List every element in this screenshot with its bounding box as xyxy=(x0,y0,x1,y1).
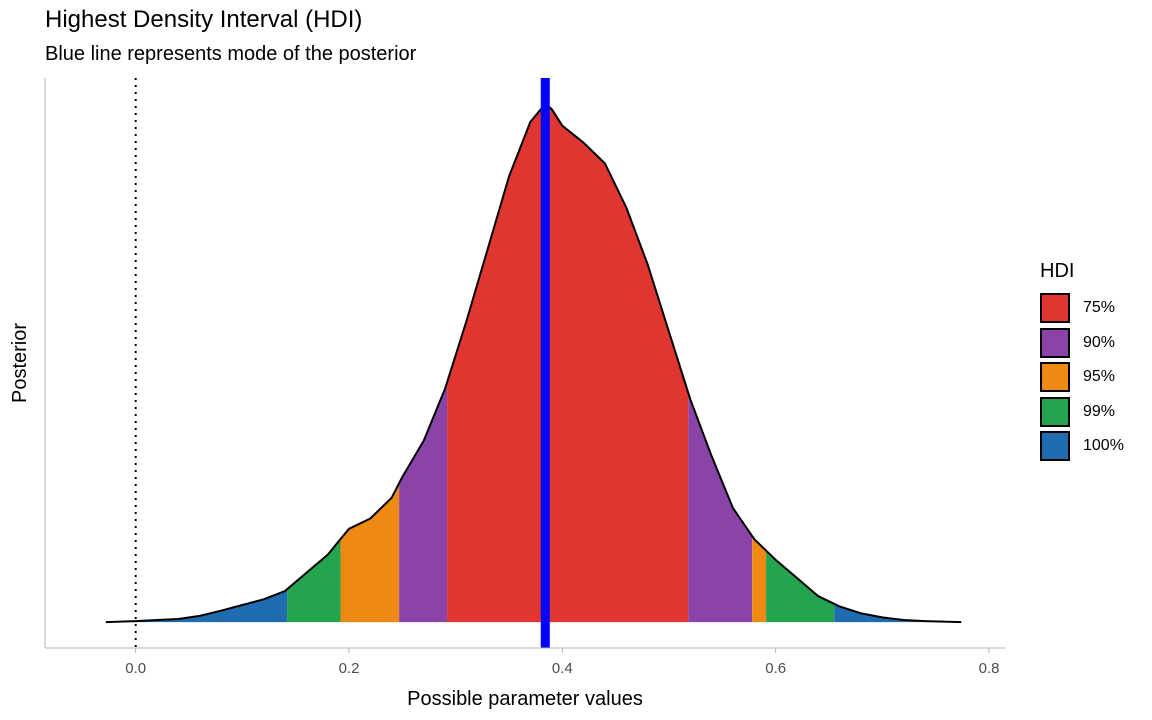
legend: HDI 75% 90% 95% 99% 100% xyxy=(1040,260,1124,464)
hdi-segment-9 xyxy=(834,604,962,623)
legend-label-95: 95% xyxy=(1083,368,1116,386)
legend-swatch-99 xyxy=(1040,396,1070,427)
chart-title: Highest Density Interval (HDI) xyxy=(45,6,363,33)
hdi-segment-7 xyxy=(752,536,767,623)
x-tick-label-4: 0.8 xyxy=(979,660,1000,677)
hdi-segment-3 xyxy=(340,483,400,623)
hdi-segment-4 xyxy=(399,382,448,623)
hdi-segment-5 xyxy=(447,103,689,623)
x-tick-label-1: 0.2 xyxy=(339,660,360,677)
legend-swatch-95 xyxy=(1040,362,1070,393)
x-axis-title: Possible parameter values xyxy=(407,688,643,710)
legend-item-95: 95% xyxy=(1040,360,1124,395)
legend-item-90: 90% xyxy=(1040,326,1124,361)
legend-label-100: 100% xyxy=(1083,437,1124,455)
legend-item-75: 75% xyxy=(1040,291,1124,326)
density-outline xyxy=(105,102,962,624)
x-tick-label-2: 0.4 xyxy=(552,660,573,677)
x-tick-label-0: 0.0 xyxy=(125,660,146,677)
legend-items: 75% 90% 95% 99% 100% xyxy=(1040,291,1124,464)
y-axis-title: Posterior xyxy=(9,323,31,403)
hdi-segment-6 xyxy=(688,392,753,623)
hdi-segment-8 xyxy=(766,550,835,623)
legend-swatch-75 xyxy=(1040,293,1070,324)
legend-swatch-90 xyxy=(1040,327,1070,358)
legend-swatch-100 xyxy=(1040,431,1070,462)
legend-item-100: 100% xyxy=(1040,429,1124,464)
legend-label-75: 75% xyxy=(1083,299,1116,317)
legend-label-99: 99% xyxy=(1083,402,1116,420)
legend-title: HDI xyxy=(1040,260,1075,282)
chart-subtitle: Blue line represents mode of the posteri… xyxy=(45,43,417,65)
legend-item-99: 99% xyxy=(1040,395,1124,430)
legend-label-90: 90% xyxy=(1083,333,1116,351)
hdi-segment-1 xyxy=(105,589,288,623)
x-tick-label-3: 0.6 xyxy=(765,660,786,677)
hdi-segment-2 xyxy=(287,539,341,623)
